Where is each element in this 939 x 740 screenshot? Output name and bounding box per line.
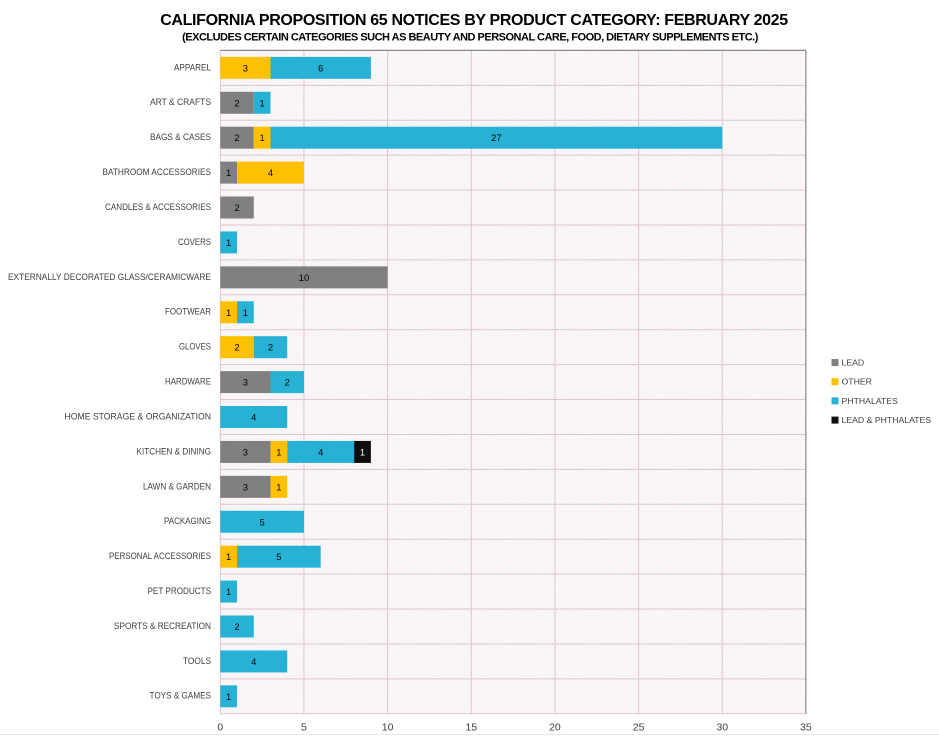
svg-text:10: 10 (299, 272, 309, 283)
svg-text:GLOVES: GLOVES (179, 342, 211, 352)
svg-text:2: 2 (234, 97, 239, 108)
svg-text:TOOLS: TOOLS (183, 656, 211, 666)
svg-text:10: 10 (382, 722, 394, 734)
svg-text:20: 20 (549, 722, 561, 734)
svg-text:HARDWARE: HARDWARE (165, 377, 211, 387)
svg-text:KITCHEN & DINING: KITCHEN & DINING (137, 446, 212, 456)
svg-text:TOYS & GAMES: TOYS & GAMES (150, 691, 212, 701)
svg-text:ART & CRAFTS: ART & CRAFTS (150, 97, 211, 107)
svg-text:3: 3 (243, 62, 248, 73)
svg-text:4: 4 (251, 656, 256, 667)
svg-text:SPORTS & RECREATION: SPORTS & RECREATION (114, 621, 211, 631)
svg-text:35: 35 (800, 722, 812, 734)
svg-text:2: 2 (234, 202, 239, 213)
svg-text:25: 25 (633, 722, 645, 734)
svg-text:LAWN & GARDEN: LAWN & GARDEN (143, 481, 211, 491)
svg-text:PHTHALATES: PHTHALATES (842, 396, 899, 406)
svg-text:2: 2 (234, 342, 239, 353)
svg-text:PACKAGING: PACKAGING (164, 516, 211, 526)
svg-text:FOOTWEAR: FOOTWEAR (165, 307, 211, 317)
svg-text:2: 2 (234, 621, 239, 632)
svg-text:3: 3 (243, 481, 248, 492)
svg-text:1: 1 (276, 446, 281, 457)
svg-text:0: 0 (217, 722, 223, 734)
svg-text:1: 1 (226, 586, 231, 597)
svg-text:CALIFORNIA PROPOSITION 65 NOTI: CALIFORNIA PROPOSITION 65 NOTICES BY PRO… (160, 12, 788, 29)
svg-text:4: 4 (268, 167, 273, 178)
svg-text:EXTERNALLY DECORATED GLASS/CER: EXTERNALLY DECORATED GLASS/CERAMICWARE (8, 272, 211, 282)
svg-text:LEAD: LEAD (842, 358, 865, 368)
svg-text:LEAD & PHTHALATES: LEAD & PHTHALATES (842, 415, 932, 425)
svg-text:1: 1 (226, 691, 231, 702)
svg-text:3: 3 (243, 446, 248, 457)
svg-text:5: 5 (276, 551, 281, 562)
svg-text:4: 4 (318, 446, 323, 457)
svg-text:1: 1 (226, 551, 231, 562)
svg-text:3: 3 (243, 377, 248, 388)
svg-text:1: 1 (243, 307, 248, 318)
svg-text:2: 2 (285, 377, 290, 388)
svg-text:2: 2 (268, 342, 273, 353)
svg-text:CANDLES & ACCESSORIES: CANDLES & ACCESSORIES (105, 202, 211, 212)
svg-text:1: 1 (226, 307, 231, 318)
svg-text:PET PRODUCTS: PET PRODUCTS (148, 586, 212, 596)
svg-text:27: 27 (491, 132, 501, 143)
svg-text:4: 4 (251, 412, 256, 423)
svg-text:HOME STORAGE & ORGANIZATION: HOME STORAGE & ORGANIZATION (65, 411, 212, 421)
svg-text:1: 1 (260, 132, 265, 143)
svg-text:(EXCLUDES CERTAIN CATEGORIES S: (EXCLUDES CERTAIN CATEGORIES SUCH AS BEA… (182, 32, 759, 44)
svg-text:BATHROOM ACCESSORIES: BATHROOM ACCESSORIES (103, 167, 212, 177)
svg-text:APPAREL: APPAREL (174, 62, 211, 72)
svg-text:1: 1 (360, 446, 365, 457)
svg-text:PERSONAL ACCESSORIES: PERSONAL ACCESSORIES (109, 551, 211, 561)
svg-text:OTHER: OTHER (842, 377, 872, 387)
svg-text:15: 15 (465, 722, 477, 734)
svg-text:1: 1 (276, 481, 281, 492)
svg-text:5: 5 (301, 722, 307, 734)
svg-text:2: 2 (234, 132, 239, 143)
svg-text:1: 1 (260, 97, 265, 108)
svg-text:5: 5 (260, 516, 265, 527)
svg-text:COVERS: COVERS (178, 237, 211, 247)
svg-text:6: 6 (318, 62, 323, 73)
svg-text:1: 1 (226, 237, 231, 248)
svg-text:BAGS & CASES: BAGS & CASES (150, 132, 211, 142)
svg-text:1: 1 (226, 167, 231, 178)
svg-text:30: 30 (716, 722, 728, 734)
